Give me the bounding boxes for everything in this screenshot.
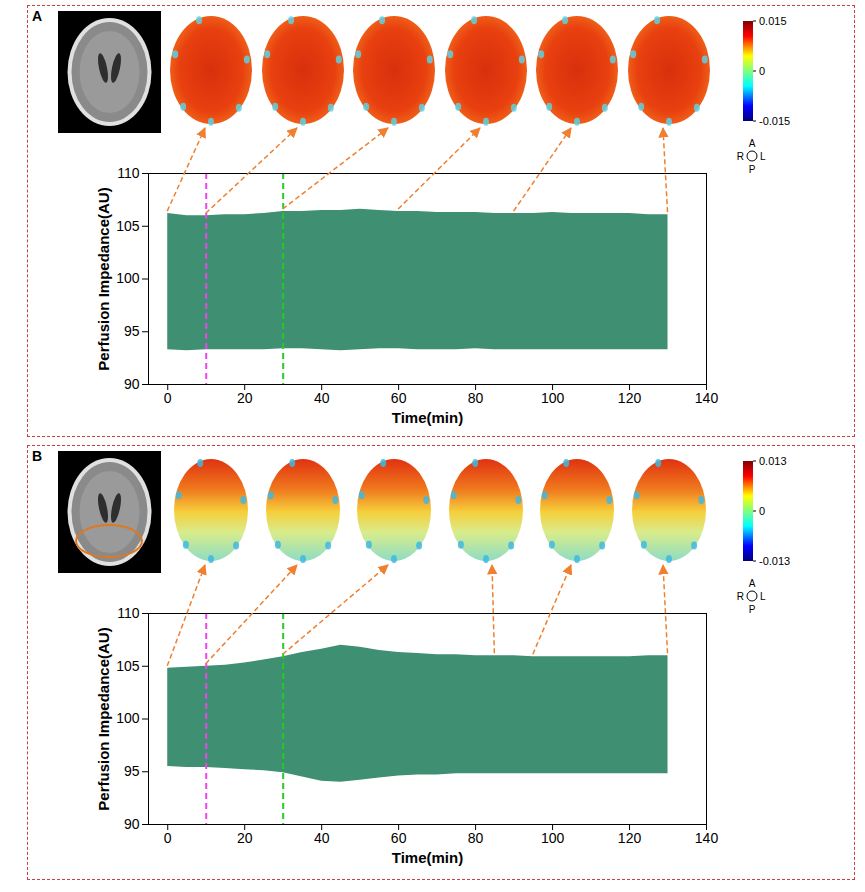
svg-text:Perfusion Impedance(AU): Perfusion Impedance(AU) [95, 627, 112, 810]
svg-text:0: 0 [164, 830, 172, 846]
svg-text:110: 110 [117, 165, 140, 181]
svg-text:Time(min): Time(min) [392, 849, 463, 866]
svg-text:140: 140 [695, 390, 719, 406]
svg-text:R: R [737, 591, 744, 602]
svg-text:90: 90 [124, 376, 140, 392]
svg-text:-0.015: -0.015 [759, 115, 790, 127]
svg-text:-0.013: -0.013 [759, 555, 790, 567]
svg-text:0.013: 0.013 [759, 455, 787, 467]
svg-text:40: 40 [314, 830, 330, 846]
svg-text:110: 110 [117, 605, 140, 621]
svg-text:140: 140 [695, 830, 719, 846]
svg-text:90: 90 [124, 816, 140, 832]
svg-text:L: L [760, 151, 766, 162]
svg-text:120: 120 [618, 830, 642, 846]
svg-text:R: R [737, 151, 744, 162]
svg-text:A: A [32, 8, 42, 24]
svg-text:80: 80 [468, 390, 484, 406]
svg-text:100: 100 [116, 710, 140, 726]
svg-text:95: 95 [124, 763, 140, 779]
svg-text:105: 105 [116, 218, 140, 234]
svg-text:Time(min): Time(min) [392, 409, 463, 426]
svg-text:Perfusion Impedance(AU): Perfusion Impedance(AU) [95, 187, 112, 370]
svg-text:60: 60 [391, 830, 407, 846]
svg-text:60: 60 [391, 390, 407, 406]
svg-text:0.015: 0.015 [759, 15, 787, 27]
svg-text:P: P [749, 164, 756, 175]
svg-text:L: L [760, 591, 766, 602]
svg-text:A: A [749, 578, 756, 589]
svg-text:0: 0 [164, 390, 172, 406]
svg-text:105: 105 [116, 658, 140, 674]
svg-text:100: 100 [116, 270, 140, 286]
svg-text:0: 0 [759, 65, 765, 77]
svg-text:120: 120 [618, 390, 642, 406]
svg-text:A: A [749, 138, 756, 149]
svg-text:0: 0 [759, 505, 765, 517]
svg-text:20: 20 [237, 390, 253, 406]
svg-text:B: B [32, 448, 42, 464]
svg-text:40: 40 [314, 390, 330, 406]
svg-text:95: 95 [124, 323, 140, 339]
svg-text:100: 100 [541, 390, 565, 406]
svg-text:P: P [749, 604, 756, 615]
svg-text:100: 100 [541, 830, 565, 846]
svg-text:80: 80 [468, 830, 484, 846]
svg-text:20: 20 [237, 830, 253, 846]
